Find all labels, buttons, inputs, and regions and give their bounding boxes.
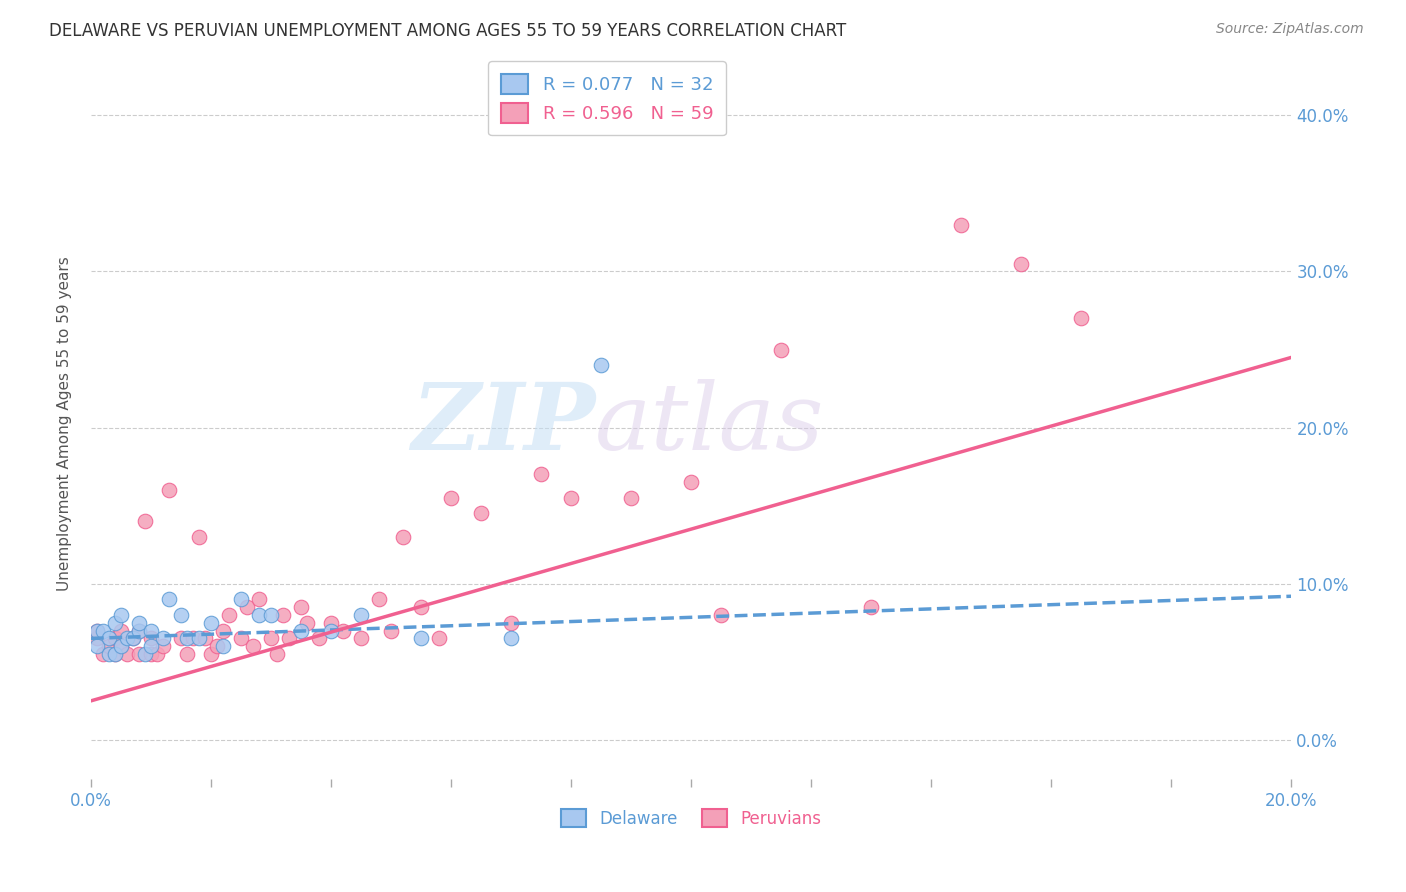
Point (295, 615, 318, 630)
Point (188, 530, 211, 544)
Point (128, 624, 150, 638)
Point (560, 491, 582, 505)
Point (770, 343, 793, 357)
Point (139, 632, 162, 646)
Point (530, 467, 553, 482)
Point (181, 632, 204, 646)
Point (134, 647, 156, 661)
Point (409, 600, 432, 615)
Point (247, 592, 270, 607)
Point (97, 647, 120, 661)
Point (104, 615, 127, 630)
Point (278, 632, 301, 646)
Point (139, 647, 162, 661)
Text: DELAWARE VS PERUVIAN UNEMPLOYMENT AMONG AGES 55 TO 59 YEARS CORRELATION CHART: DELAWARE VS PERUVIAN UNEMPLOYMENT AMONG … (49, 22, 846, 40)
Point (134, 514, 156, 528)
Point (115, 647, 138, 661)
Point (139, 639, 162, 653)
Point (860, 600, 883, 615)
Text: ZIP: ZIP (411, 379, 595, 468)
Point (229, 592, 252, 607)
Point (242, 639, 264, 653)
Point (409, 632, 432, 646)
Point (104, 647, 127, 661)
Point (110, 639, 132, 653)
Point (128, 615, 150, 630)
Point (97, 632, 120, 646)
Legend: Delaware, Peruvians: Delaware, Peruvians (554, 803, 828, 835)
Point (260, 607, 283, 622)
Point (350, 632, 373, 646)
Point (91, 647, 114, 661)
Point (681, 475, 703, 490)
Point (427, 632, 450, 646)
Point (290, 600, 312, 615)
Point (470, 507, 492, 521)
Point (212, 624, 235, 638)
Point (229, 632, 252, 646)
Point (368, 592, 391, 607)
Point (157, 592, 180, 607)
Point (319, 615, 342, 630)
Point (91, 624, 114, 638)
Point (710, 607, 733, 622)
Point (350, 607, 373, 622)
Point (332, 624, 354, 638)
Point (97, 639, 120, 653)
Point (380, 624, 402, 638)
Point (290, 624, 312, 638)
Point (110, 607, 132, 622)
Point (236, 600, 259, 615)
Point (591, 358, 613, 372)
Point (128, 647, 150, 661)
Point (266, 647, 288, 661)
Point (110, 639, 132, 653)
Point (501, 615, 523, 630)
Point (146, 647, 169, 661)
Point (440, 491, 463, 505)
Text: Source: ZipAtlas.com: Source: ZipAtlas.com (1216, 22, 1364, 37)
Point (104, 632, 127, 646)
Point (218, 607, 240, 622)
Point (271, 607, 294, 622)
Point (86, 624, 108, 638)
Point (86, 639, 108, 653)
Point (122, 632, 145, 646)
Point (128, 624, 150, 638)
Point (115, 632, 138, 646)
Point (176, 632, 198, 646)
Point (170, 632, 193, 646)
Point (152, 632, 174, 646)
Point (139, 624, 162, 638)
Point (152, 639, 174, 653)
Point (247, 607, 270, 622)
Point (188, 632, 211, 646)
Y-axis label: Unemployment Among Ages 55 to 59 years: Unemployment Among Ages 55 to 59 years (58, 256, 72, 591)
Point (157, 483, 180, 497)
Point (194, 632, 217, 646)
Point (176, 647, 198, 661)
Point (200, 647, 222, 661)
Point (200, 615, 222, 630)
Text: atlas: atlas (595, 379, 825, 468)
Point (110, 624, 132, 638)
Point (86, 632, 108, 646)
Point (1010, 257, 1032, 271)
Point (950, 218, 973, 232)
Point (212, 639, 235, 653)
Point (260, 632, 283, 646)
Point (620, 491, 643, 505)
Point (308, 632, 330, 646)
Point (392, 530, 415, 544)
Point (501, 632, 523, 646)
Point (170, 607, 193, 622)
Point (122, 632, 145, 646)
Point (205, 639, 228, 653)
Point (319, 624, 342, 638)
Point (86, 624, 108, 638)
Point (104, 647, 127, 661)
Point (1070, 311, 1092, 326)
